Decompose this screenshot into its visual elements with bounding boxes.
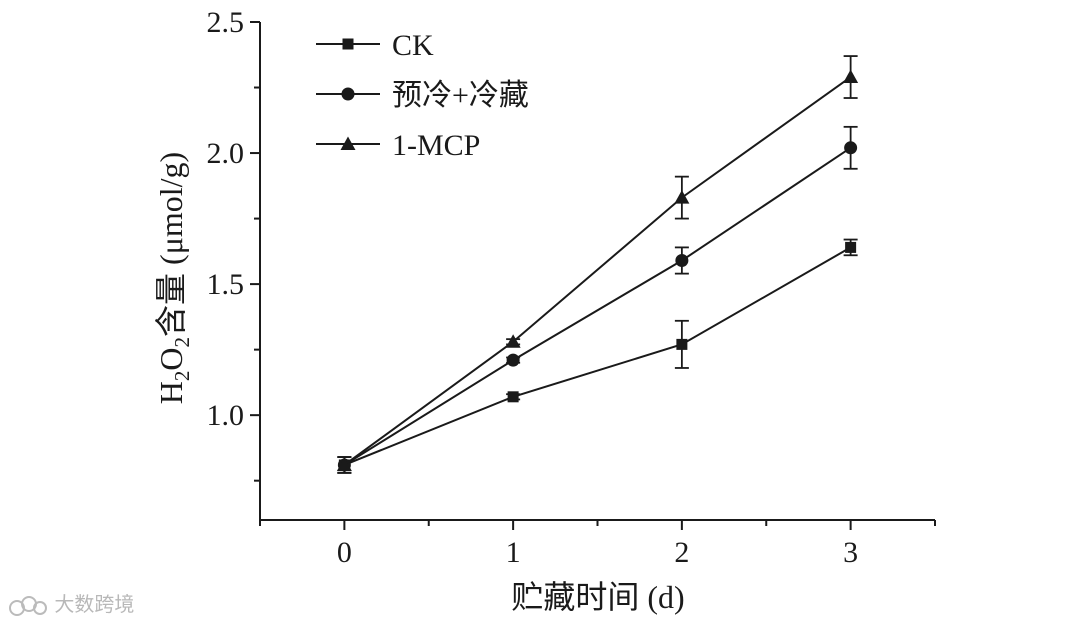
series-line <box>344 246 852 466</box>
data-point <box>505 334 521 348</box>
y-tick-label: 1.0 <box>207 399 245 432</box>
data-point <box>506 353 520 367</box>
data-point <box>507 391 519 403</box>
y-tick-label: 2.5 <box>207 6 245 39</box>
cloud-logo-icon <box>9 595 47 616</box>
legend-marker <box>342 38 354 50</box>
data-point <box>336 457 352 471</box>
series-square <box>337 238 858 474</box>
svg-text:H2O2含量 (μmol/g): H2O2含量 (μmol/g) <box>153 152 194 404</box>
x-tick-label: 1 <box>506 536 521 569</box>
legend-item: CK <box>316 29 434 62</box>
y-tick-label: 2.0 <box>207 137 245 170</box>
legend-item: 1-MCP <box>316 129 480 162</box>
data-point <box>674 190 690 204</box>
x-axis-title: 贮藏时间 (d) <box>511 579 684 615</box>
plot-area <box>336 55 859 474</box>
data-point <box>675 254 689 268</box>
y-title-sub2: 2 <box>170 337 194 348</box>
legend-marker <box>340 136 356 150</box>
x-tick-label: 3 <box>843 536 858 569</box>
x-tick-label: 0 <box>337 536 352 569</box>
series-circle <box>337 125 858 474</box>
axes: 0 1 2 3 1.0 1.5 2.0 2.5 <box>207 6 936 569</box>
series-line <box>343 76 852 466</box>
data-point <box>844 141 858 155</box>
legend-marker <box>341 87 355 101</box>
watermark: 大数跨境 <box>8 588 134 617</box>
y-tick-label: 1.5 <box>207 268 245 301</box>
data-point <box>845 241 857 253</box>
legend-item: 预冷+冷藏 <box>316 79 529 112</box>
data-point <box>843 69 859 84</box>
y-title-o: O <box>153 347 189 370</box>
series-line <box>343 146 852 466</box>
y-axis-title: H2O2含量 (μmol/g) <box>153 152 194 404</box>
y-title-sub1: 2 <box>170 371 194 382</box>
series-triangle <box>336 55 859 474</box>
legend: CK 预冷+冷藏 1-MCP <box>316 29 529 162</box>
legend-label: CK <box>392 29 434 62</box>
y-title-rest: 含量 (μmol/g) <box>153 152 189 337</box>
x-tick-label: 2 <box>674 536 689 569</box>
legend-label: 预冷+冷藏 <box>392 79 529 112</box>
y-title-h: H <box>153 381 189 404</box>
watermark-text: 大数跨境 <box>54 592 135 616</box>
legend-label: 1-MCP <box>392 129 480 162</box>
data-point <box>676 338 688 350</box>
